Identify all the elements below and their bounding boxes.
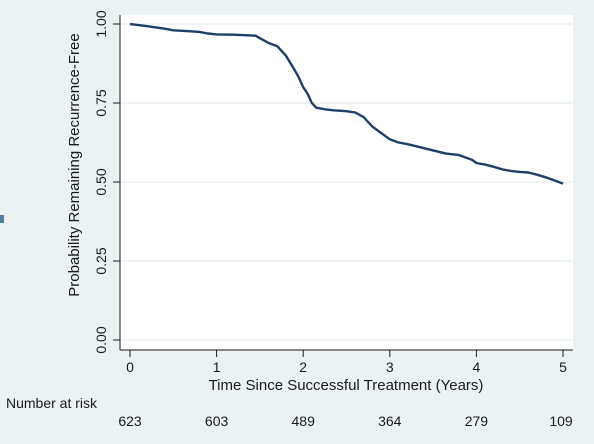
- risk-count: 109: [549, 413, 573, 429]
- x-tick-label: 0: [126, 359, 134, 375]
- risk-count: 623: [118, 413, 142, 429]
- x-tick-label: 5: [559, 359, 567, 375]
- y-tick-label: 0.75: [93, 89, 109, 116]
- x-tick-label: 4: [473, 359, 481, 375]
- y-tick-label: 1.00: [93, 10, 109, 37]
- survival-curve: [129, 22, 564, 185]
- y-tick-label: 0.50: [93, 168, 109, 195]
- risk-count: 279: [465, 413, 489, 429]
- x-tick-label: 1: [213, 359, 221, 375]
- x-tick-label: 3: [386, 359, 394, 375]
- risk-count: 603: [205, 413, 229, 429]
- y-axis-ticks: 0.00 0.25 0.50 0.75 1.00: [93, 10, 120, 354]
- risk-count: 489: [292, 413, 316, 429]
- x-axis-label: Time Since Successful Treatment (Years): [209, 377, 484, 394]
- grid-lines: [120, 23, 573, 341]
- y-axis-label: Probability Remaining Recurrence-Free: [66, 33, 83, 296]
- x-tick-label: 2: [299, 359, 307, 375]
- risk-table-label: Number at risk: [6, 395, 98, 411]
- side-marker: [0, 215, 4, 223]
- y-tick-label: 0.25: [93, 247, 109, 274]
- x-axis-ticks: 0 1 2 3 4 5: [126, 350, 567, 375]
- y-tick-label: 0.00: [93, 326, 109, 353]
- risk-count: 364: [378, 413, 402, 429]
- risk-table-counts: 623 603 489 364 279 109: [118, 413, 573, 429]
